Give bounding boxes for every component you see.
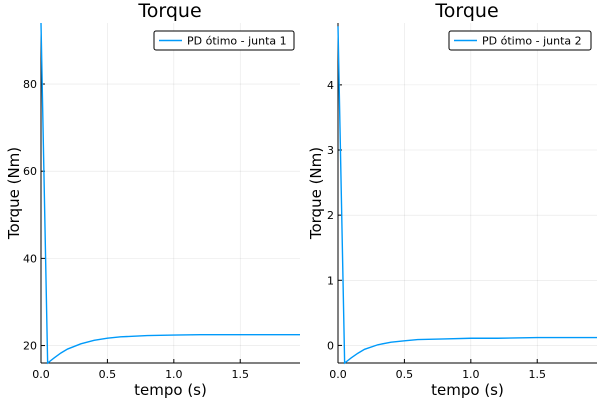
y-tick-label: 3 — [327, 144, 334, 157]
chart-panel-2: 0.0 0.5 1.0 1.5 0 1 2 3 4 Torque tempo (s) Torque (… — [307, 0, 597, 399]
x-tick-label: 0.0 — [32, 368, 50, 381]
y-tick-label: 2 — [327, 209, 334, 222]
x-axis-label: tempo (s) — [134, 381, 207, 399]
chart-title: Torque — [137, 0, 201, 22]
y-tick-label: 1 — [327, 274, 334, 287]
y-tick-label: 0 — [327, 339, 334, 352]
y-tick-label: 40 — [23, 252, 37, 265]
x-tick-label: 1.5 — [528, 368, 546, 381]
y-tick-label: 60 — [23, 165, 37, 178]
x-tick-label: 0.5 — [99, 368, 117, 381]
y-axis-label: Torque (Nm) — [307, 147, 325, 240]
series-line — [40, 22, 300, 365]
legend-label: PD ótimo - junta 2 — [482, 35, 582, 48]
chart-title: Torque — [434, 0, 498, 22]
y-axis-label: Torque (Nm) — [5, 147, 23, 240]
legend-label: PD ótimo - junta 1 — [187, 35, 287, 48]
x-tick-label: 0.0 — [329, 368, 347, 381]
y-tick-label: 4 — [327, 79, 334, 92]
series-line — [337, 26, 597, 365]
legend-box — [448, 30, 592, 51]
y-tick-label: 80 — [23, 78, 37, 91]
y-tick-label: 20 — [23, 340, 37, 353]
x-axis-label: tempo (s) — [431, 381, 504, 399]
x-tick-label: 0.5 — [396, 368, 414, 381]
x-tick-label: 1.0 — [165, 368, 183, 381]
chart-panel-1: 0.0 0.5 1.0 1.5 20 40 60 80 Torque tempo (s) Torqu… — [5, 0, 300, 399]
legend-box — [153, 30, 295, 51]
x-tick-label: 1.5 — [231, 368, 249, 381]
x-tick-label: 1.0 — [462, 368, 480, 381]
